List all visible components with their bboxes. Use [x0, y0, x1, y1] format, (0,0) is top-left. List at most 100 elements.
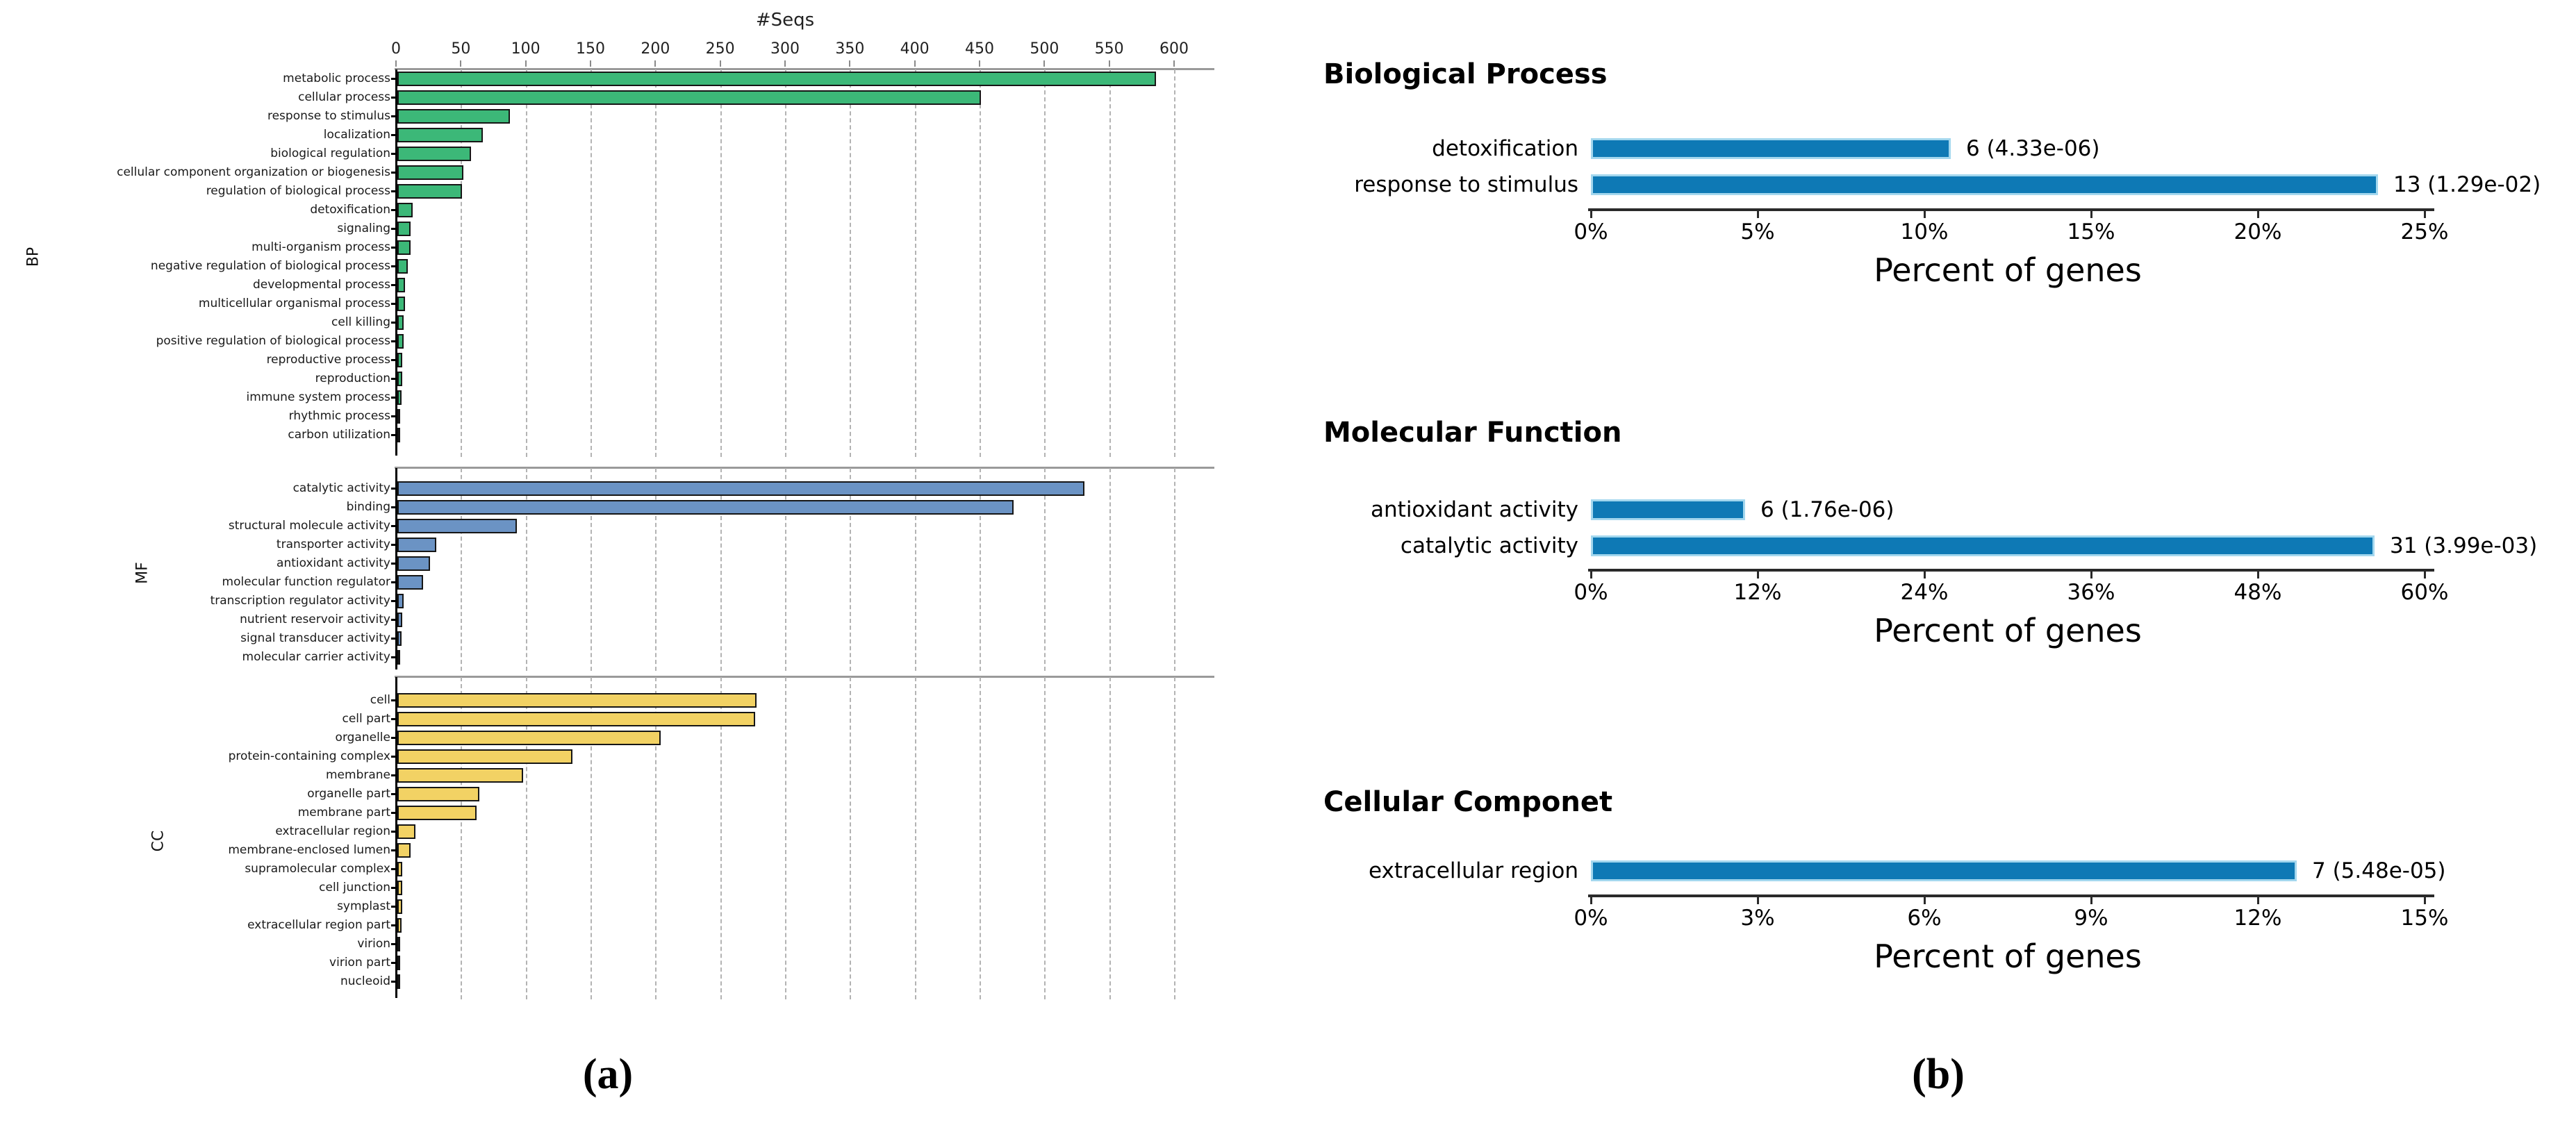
bar [397, 278, 405, 292]
axis-tick-label: 450 [965, 40, 994, 58]
category-tick-mark [391, 415, 396, 417]
category-label: antioxidant activity [1371, 497, 1578, 522]
bar-row: nucleoid [0, 972, 1250, 991]
category-tick-mark [391, 656, 396, 658]
category-tick-mark [391, 190, 396, 192]
bar-value-label: 7 (5.48e-05) [2312, 858, 2446, 883]
category-tick-mark [391, 962, 396, 964]
bar [397, 631, 402, 646]
axis-tick-mark [654, 60, 657, 67]
category-tick-mark [391, 868, 396, 870]
category-label: response to stimulus [267, 109, 390, 123]
axis-tick-mark [2424, 894, 2426, 904]
bar [397, 613, 402, 627]
gridline [785, 468, 786, 671]
bar [397, 937, 400, 951]
gridline [785, 677, 786, 999]
category-tick-mark [391, 134, 396, 136]
category-tick-mark [391, 434, 396, 436]
axis-tick-label: 3% [1740, 906, 1775, 931]
bar-row: signal transducer activity [0, 629, 1250, 648]
category-label: catalytic activity [292, 481, 390, 495]
bar [397, 956, 400, 970]
bar [397, 712, 755, 726]
gridline [1174, 69, 1175, 457]
axis-tick-mark [1757, 894, 1759, 904]
axis-tick-label: 36% [2067, 580, 2115, 605]
bar [397, 90, 981, 105]
bar-row: positive regulation of biological proces… [0, 332, 1250, 351]
axis-tick-mark [1173, 60, 1175, 67]
axis-tick-label: 500 [1030, 40, 1059, 58]
gridline [785, 69, 786, 457]
gridline [461, 69, 463, 457]
bar [1591, 499, 1745, 520]
axis-tick-mark [1590, 208, 1592, 218]
bar-value-label: 31 (3.99e-03) [2390, 533, 2538, 558]
category-tick-mark [391, 303, 396, 305]
axis-tick-label: 350 [835, 40, 865, 58]
gridline [1044, 468, 1046, 671]
category-label: immune system process [246, 390, 390, 404]
category-tick-mark [391, 812, 396, 814]
axis-tick-label: 5% [1740, 219, 1775, 244]
axis-tick-label: 12% [1733, 580, 1782, 605]
bar-row: carbon utilization [0, 426, 1250, 444]
category-tick-mark [391, 831, 396, 833]
gridline [980, 69, 981, 457]
category-tick-mark [391, 525, 396, 527]
axis-tick-label: 20% [2234, 219, 2282, 244]
category-label: extracellular region [1368, 858, 1578, 883]
gridline [980, 468, 981, 671]
category-tick-mark [391, 924, 396, 926]
category-label: virion part [329, 956, 390, 969]
bar [397, 390, 402, 405]
bar-row: multi-organism process [0, 238, 1250, 257]
bar [397, 259, 408, 274]
bar-row: structural molecule activity [0, 517, 1250, 535]
gridline [980, 677, 981, 999]
category-tick-mark [391, 115, 396, 117]
category-label: response to stimulus [1354, 172, 1578, 197]
section-top-spine [395, 467, 1214, 469]
axis-tick-mark [2090, 208, 2092, 218]
category-label: reproductive process [266, 353, 390, 367]
gridline [591, 468, 592, 671]
axis-tick-mark [719, 60, 721, 67]
category-tick-mark [391, 172, 396, 174]
gridline [655, 677, 657, 999]
gridline [1044, 69, 1046, 457]
gridline [914, 69, 916, 457]
bar-row: membrane part [0, 804, 1250, 822]
category-tick-mark [391, 153, 396, 155]
gridline [914, 677, 916, 999]
category-label: multicellular organismal process [198, 297, 390, 310]
category-label: cell junction [319, 881, 390, 894]
category-label: nutrient reservoir activity [240, 613, 390, 626]
x-axis-title: Percent of genes [1874, 938, 2142, 975]
category-tick-mark [391, 737, 396, 739]
gridline [655, 69, 657, 457]
panel-a-plot-area: metabolic process cellular process respons… [0, 0, 1250, 1021]
bar [1591, 535, 2375, 556]
gridline [1109, 677, 1111, 999]
gridline [850, 468, 852, 671]
x-axis-line [1588, 208, 2434, 211]
bar-row: molecular carrier activity [0, 648, 1250, 667]
gridline [1044, 677, 1046, 999]
x-axis-line [1588, 569, 2434, 572]
category-label: carbon utilization [288, 428, 390, 442]
bar-row: virion [0, 935, 1250, 954]
bar-row: metabolic process [0, 69, 1250, 88]
caption-a: (a) [582, 1051, 634, 1098]
category-label: cell part [342, 712, 390, 726]
bar [397, 353, 402, 367]
category-label: developmental process [252, 278, 390, 292]
category-label: organelle [335, 731, 390, 744]
gridline [850, 69, 852, 457]
bar [397, 575, 423, 590]
axis-tick-label: 12% [2234, 906, 2282, 931]
category-tick-mark [391, 563, 396, 565]
bar [397, 428, 400, 442]
section-top-spine [395, 68, 1214, 70]
